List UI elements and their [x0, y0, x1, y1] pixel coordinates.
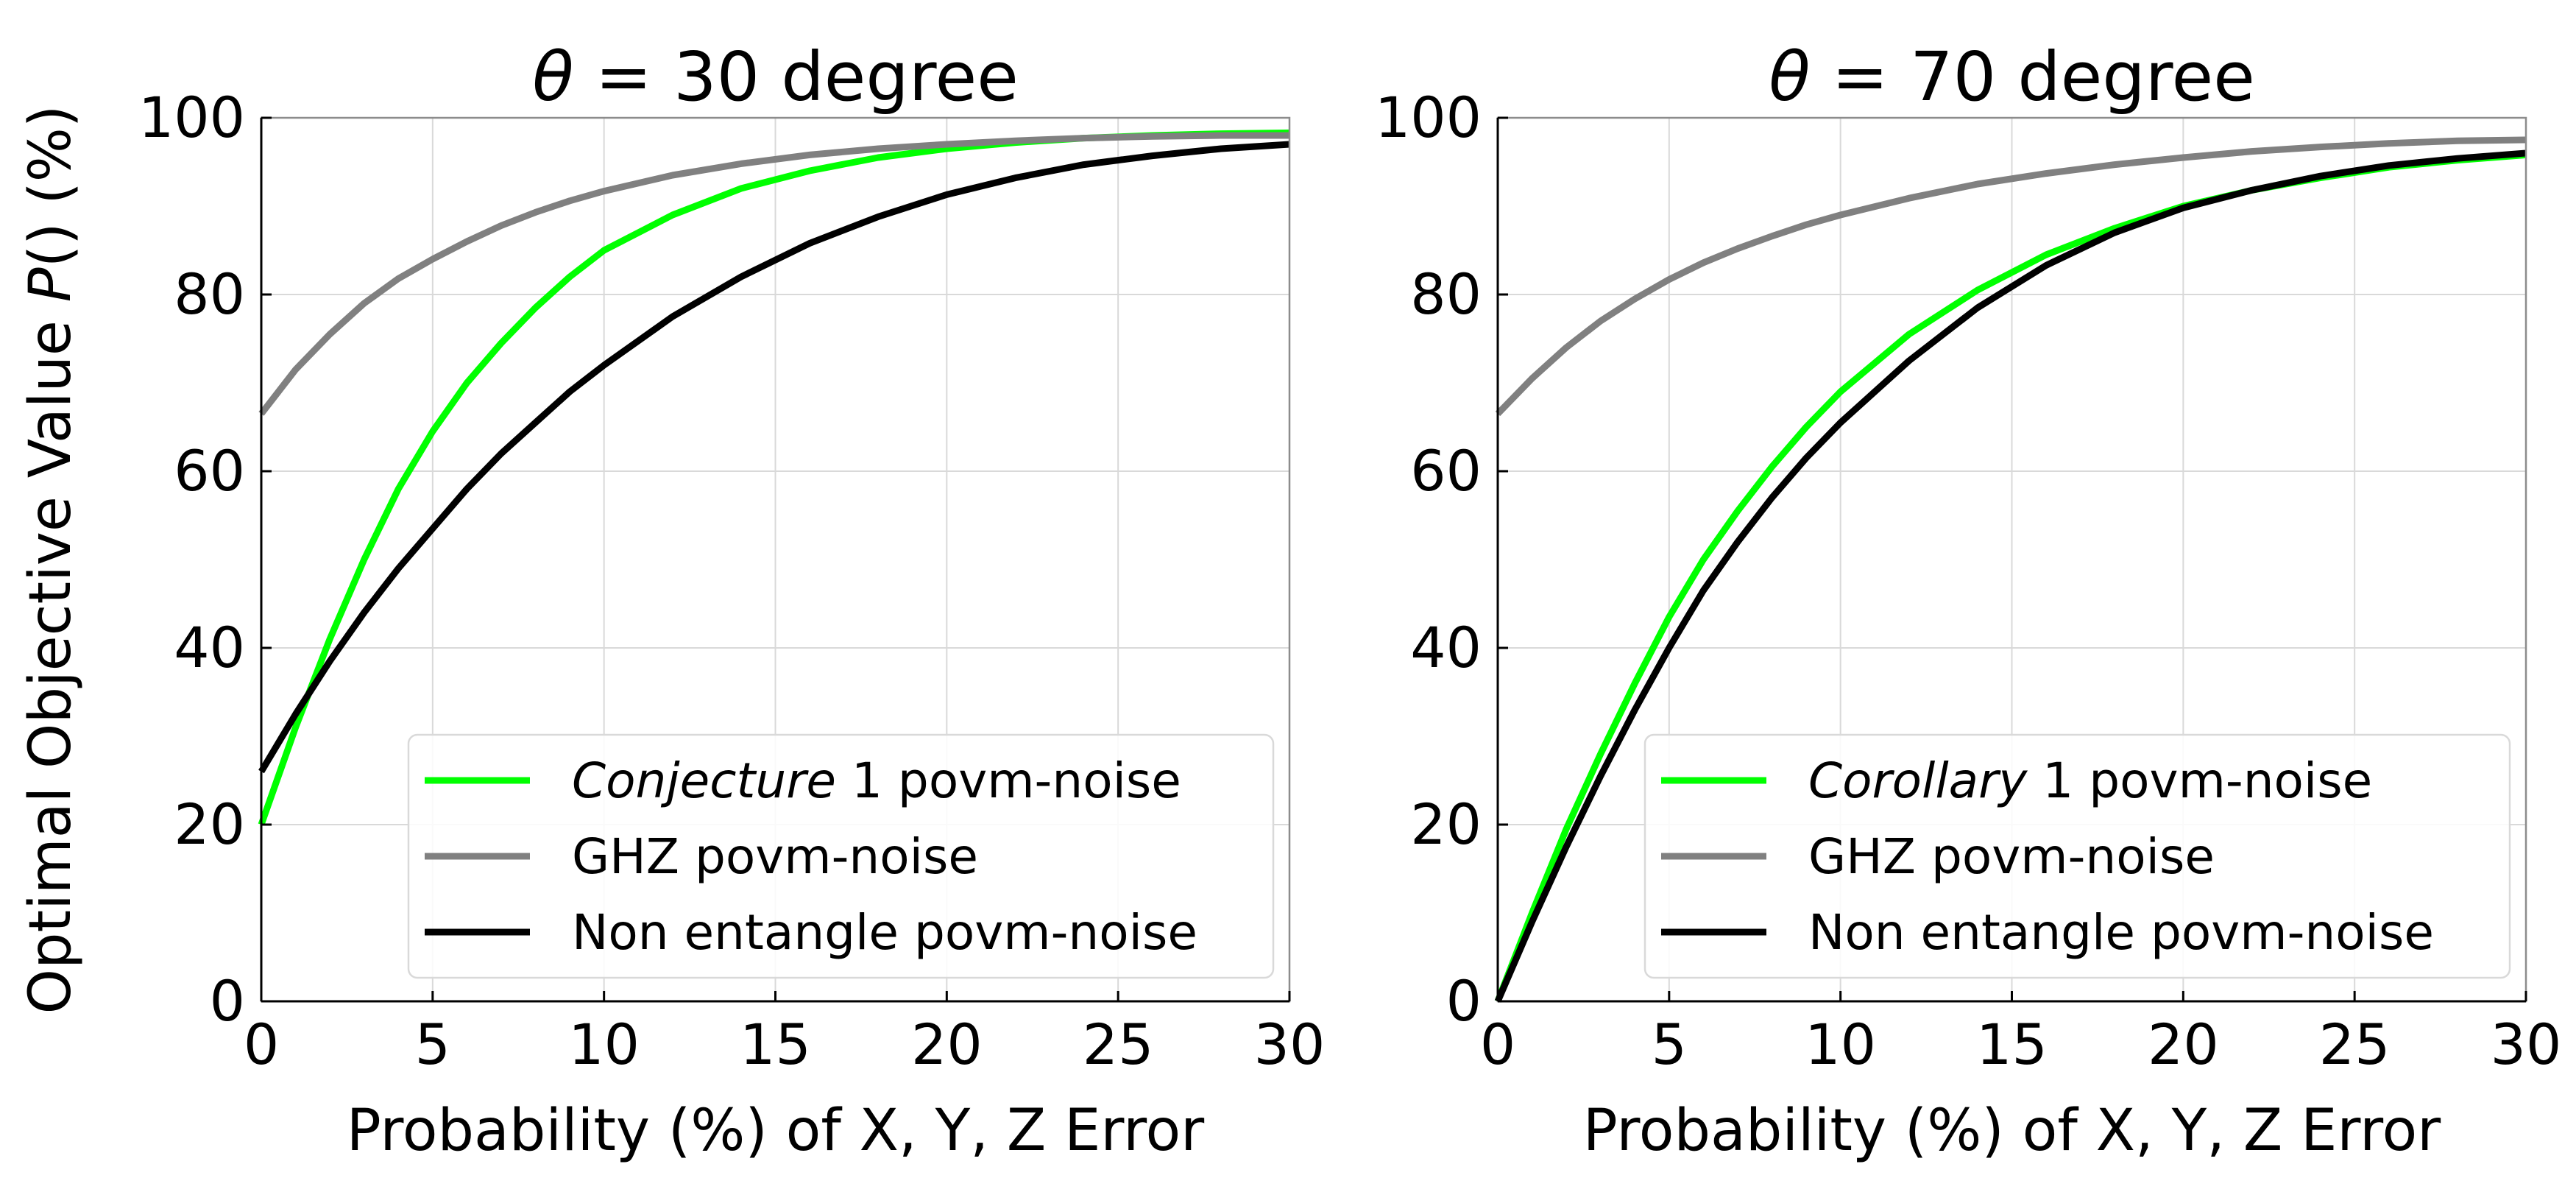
x-tick-label: 0	[1480, 1012, 1515, 1077]
legend-label-3: Non entangle povm-noise	[572, 904, 1197, 961]
x-tick-label: 10	[568, 1012, 640, 1077]
series-line-2	[258, 132, 1289, 416]
x-axis-label: Probability (%) of X, Y, Z Error	[1583, 1098, 2441, 1164]
y-tick-label: 40	[1410, 615, 1482, 680]
x-tick-label: 5	[1652, 1012, 1687, 1077]
legend-box	[407, 733, 1275, 979]
x-tick-label: 20	[911, 1012, 983, 1077]
x-axis-label: Probability (%) of X, Y, Z Error	[347, 1098, 1205, 1164]
y-tick-label: 0	[1446, 968, 1482, 1034]
x-tick-label: 30	[1254, 1012, 1326, 1077]
y-tick-label: 20	[174, 791, 245, 857]
x-tick-label: 25	[1083, 1012, 1154, 1077]
chart-title: θ = 70 degree	[1769, 38, 2255, 116]
chart-panel-1: 0 5 10 15 20 25 30 0 20 40 60 80 100 θ = 30 degree Pro…	[138, 38, 1325, 1164]
x-tick-label: 15	[1976, 1012, 2048, 1077]
legend-label-2: GHZ povm-noise	[572, 828, 978, 885]
y-tick-label: 80	[174, 261, 245, 327]
y-tick-label: 60	[1410, 438, 1482, 504]
legend-label-1: Conjecture 1 povm-noise	[572, 752, 1181, 809]
y-tick-label: 0	[210, 968, 245, 1034]
series-line-3	[1494, 149, 2527, 1003]
x-tick-label: 25	[2319, 1012, 2391, 1077]
chart-title: θ = 30 degree	[532, 38, 1019, 116]
chart-panel-2: 0 5 10 15 20 25 30 0 20 40 60 80 100 θ = 70 degree Pro…	[1375, 38, 2561, 1164]
series-line-3	[258, 141, 1290, 774]
legend: Conjecture 1 povm-noise GHZ povm-noise Non…	[407, 733, 1275, 979]
y-tick-label: 80	[1410, 261, 1482, 327]
x-tick-label: 15	[740, 1012, 811, 1077]
x-tick-label: 10	[1805, 1012, 1876, 1077]
x-tick-label: 20	[2148, 1012, 2219, 1077]
legend-label-2: GHZ povm-noise	[1808, 828, 2215, 885]
y-tick-label: 20	[1410, 791, 1482, 857]
y-tick-label: 40	[174, 615, 245, 680]
legend-label-1: Corollary 1 povm-noise	[1808, 752, 2372, 809]
legend-box	[1643, 733, 2511, 979]
series-line-2	[1495, 136, 2527, 417]
x-tick-label: 30	[2491, 1012, 2562, 1077]
x-tick-label: 0	[244, 1012, 279, 1077]
y-tick-label: 60	[174, 438, 245, 504]
legend-label-3: Non entangle povm-noise	[1808, 904, 2434, 961]
y-tick-label: 100	[1375, 85, 1482, 150]
x-tick-label: 5	[415, 1012, 450, 1077]
y-tick-label: 100	[138, 85, 245, 150]
legend: Corollary 1 povm-noise GHZ povm-noise Non …	[1643, 733, 2511, 979]
y-axis-label: Optimal Objective Value P() (%)	[18, 105, 84, 1015]
